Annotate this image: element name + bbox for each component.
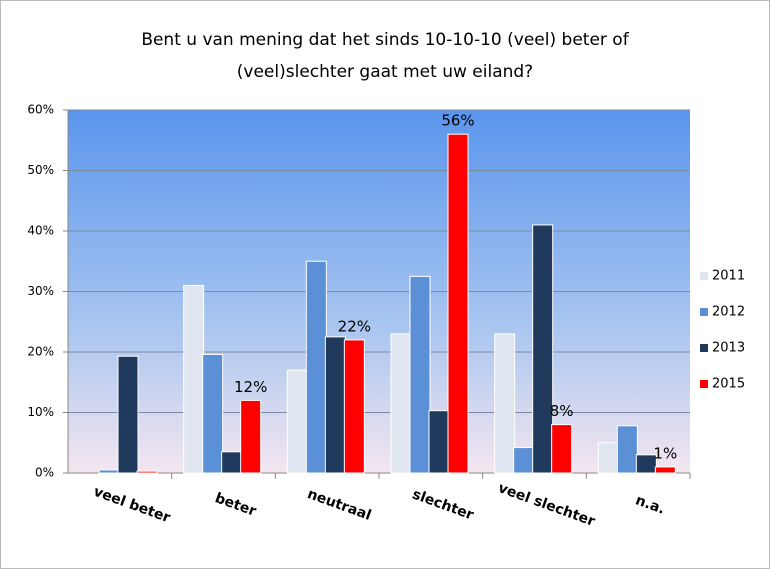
data-label: 22% (338, 317, 371, 335)
legend-swatch (700, 272, 708, 280)
bar (305, 260, 327, 474)
legend-swatch (700, 344, 708, 352)
bar (532, 224, 554, 474)
y-tick-label: 30% (27, 284, 54, 298)
y-tick-label: 0% (35, 466, 54, 480)
legend-label: 2013 (712, 341, 745, 356)
bar (98, 469, 120, 474)
bar (551, 424, 573, 474)
chart-title: (veel)slechter gaat met uw eiland? (237, 62, 533, 82)
bar (183, 284, 205, 474)
y-tick-label: 10% (27, 405, 54, 419)
bar (221, 451, 243, 474)
legend-label: 2012 (712, 305, 745, 320)
bar (286, 369, 308, 474)
data-label: 56% (441, 112, 474, 130)
bar (513, 447, 535, 474)
y-tick-label: 20% (27, 345, 54, 359)
bar (324, 336, 346, 474)
bar (635, 454, 657, 474)
legend-swatch (700, 308, 708, 316)
data-label: 12% (234, 378, 267, 396)
bar (202, 353, 224, 474)
bar (447, 133, 469, 474)
bar (240, 399, 262, 474)
bar (117, 355, 139, 474)
legend-swatch (700, 380, 708, 388)
bar (654, 466, 676, 474)
data-label: 8% (550, 402, 574, 420)
legend-label: 2015 (712, 377, 745, 392)
y-tick-label: 60% (27, 103, 54, 117)
data-label: 1% (653, 444, 677, 462)
legend-label: 2011 (712, 269, 745, 284)
bar (597, 442, 619, 474)
bar (428, 410, 450, 474)
bar (343, 339, 365, 474)
y-tick-label: 40% (27, 224, 54, 238)
y-tick-label: 50% (27, 163, 54, 177)
bar (136, 470, 158, 474)
chart-title: Bent u van mening dat het sinds 10-10-10… (141, 30, 629, 50)
bar (494, 333, 516, 474)
bar (409, 275, 431, 474)
bar (390, 333, 412, 474)
bar (616, 425, 638, 474)
